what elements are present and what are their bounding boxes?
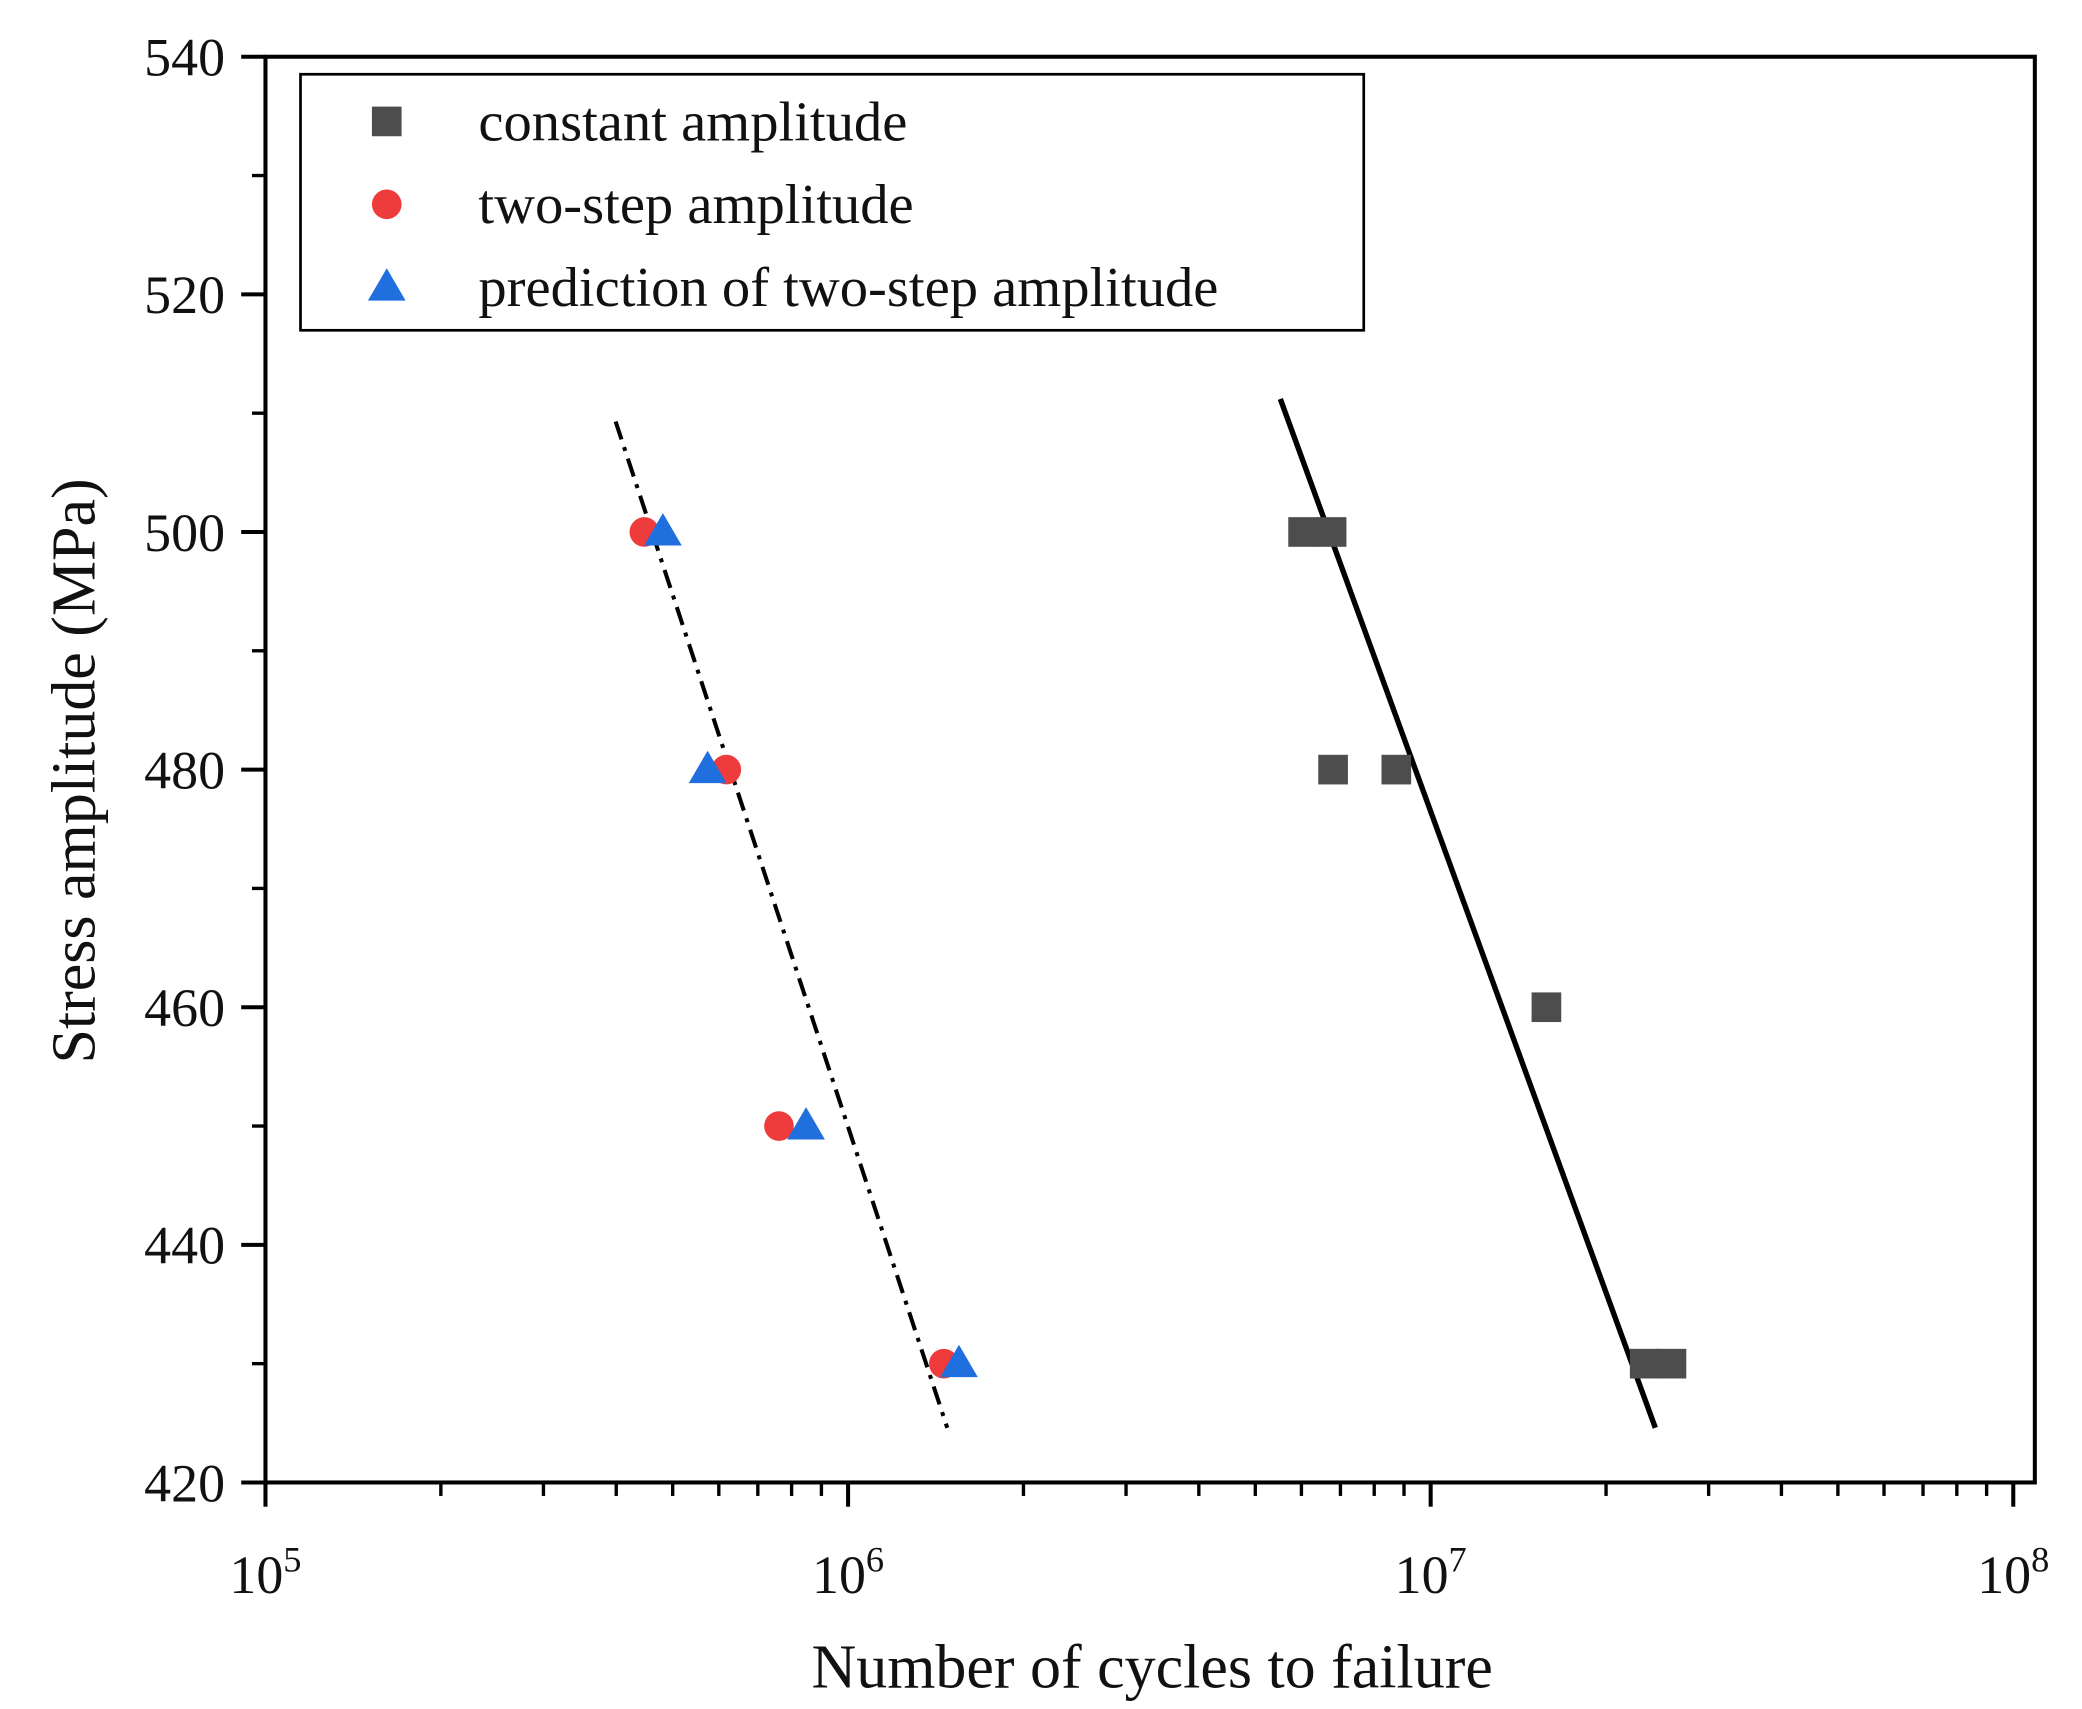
legend-entry-label: constant amplitude — [478, 91, 907, 153]
y-tick-label: 460 — [144, 978, 225, 1038]
legend-entry-label: two-step amplitude — [478, 174, 913, 236]
fit-lines — [613, 397, 1658, 1429]
square-data-point — [1656, 1348, 1687, 1379]
triangle-data-point — [940, 1344, 978, 1378]
x-tick-exponent: 6 — [866, 1539, 884, 1579]
legend-circle-icon — [371, 189, 402, 220]
y-tick-label: 440 — [144, 1216, 225, 1276]
y-tick-label: 520 — [144, 265, 225, 325]
legend-triangle-icon — [367, 268, 406, 301]
legend-entry-label: prediction of two-step amplitude — [478, 257, 1218, 319]
legend-square-icon — [371, 106, 402, 137]
square-data-point — [1629, 1348, 1660, 1379]
x-tick-base: 10 — [229, 1545, 283, 1605]
x-tick-base: 10 — [1395, 1545, 1449, 1605]
y-tick-label: 500 — [144, 503, 225, 563]
y-tick-label: 420 — [144, 1453, 225, 1513]
square-data-point — [1316, 517, 1347, 547]
x-axis-label: Number of cycles to failure — [811, 1633, 1492, 1701]
x-tick-exponent: 5 — [283, 1539, 301, 1579]
square-data-point — [1531, 992, 1562, 1023]
x-tick-exponent: 8 — [2031, 1539, 2049, 1579]
constant-amplitude-fit-line — [1277, 397, 1658, 1429]
legend-box — [299, 72, 1366, 332]
x-tick-base: 10 — [812, 1545, 866, 1605]
triangle-data-point — [644, 513, 682, 546]
x-tick-label: 106 — [812, 1539, 884, 1605]
data-points — [629, 513, 1687, 1379]
y-axis-label: Stress amplitude (MPa) — [40, 478, 108, 1063]
y-tick-label: 540 — [144, 28, 225, 88]
x-tick-base: 10 — [1977, 1545, 2031, 1605]
legend: constant amplitude two-step amplitude pred… — [299, 72, 1366, 332]
x-tick-label: 105 — [229, 1539, 301, 1605]
x-tick-exponent: 7 — [1449, 1539, 1467, 1579]
square-data-point — [1381, 754, 1412, 785]
square-data-point — [1288, 517, 1318, 547]
circle-data-point — [764, 1111, 794, 1141]
triangle-data-point — [787, 1107, 825, 1140]
x-tick-label: 107 — [1395, 1539, 1467, 1605]
x-tick-label: 108 — [1977, 1539, 2049, 1605]
y-tick-label: 480 — [144, 740, 225, 800]
square-data-point — [1318, 754, 1348, 785]
triangle-data-point — [688, 750, 727, 784]
two-step-fit-line — [613, 420, 950, 1429]
